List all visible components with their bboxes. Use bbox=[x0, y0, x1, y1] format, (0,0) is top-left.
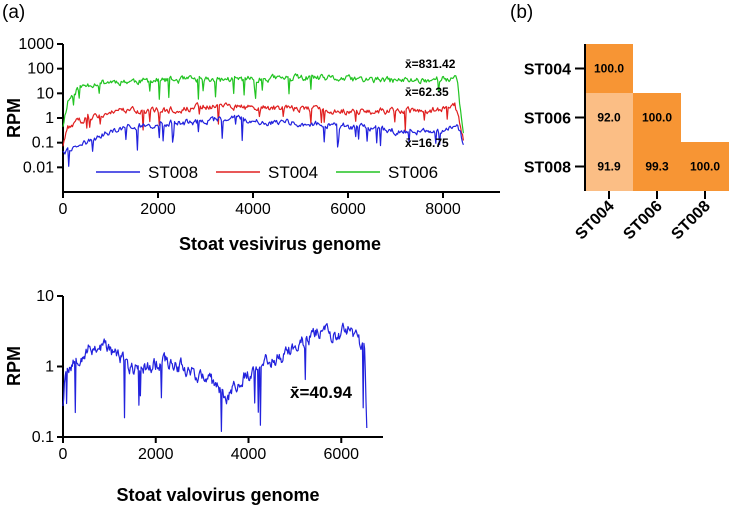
y-tick-label: 10 bbox=[36, 288, 54, 305]
y-tick-label: 100 bbox=[27, 61, 54, 78]
legend-label-st004: ST004 bbox=[268, 163, 318, 182]
x-tick-label: 0 bbox=[59, 446, 68, 463]
heatmap-row-label: ST006 bbox=[524, 111, 571, 128]
heatmap-cell bbox=[633, 93, 681, 142]
heatmap-cell-value: 100.0 bbox=[642, 111, 672, 125]
heatmap-col-label: ST006 bbox=[620, 198, 665, 243]
heatmap-cell-value: 100.0 bbox=[594, 62, 624, 76]
heatmap-cell bbox=[681, 142, 729, 191]
heatmap-cell bbox=[585, 93, 633, 142]
y-tick-label: 1000 bbox=[18, 36, 54, 53]
vesivirus-legend: ST008 ST004 ST006 bbox=[96, 163, 438, 182]
heatmap-col-label: ST004 bbox=[572, 198, 617, 243]
y-tick-label: 0.1 bbox=[32, 135, 54, 152]
vesivirus-x-axis-title: Stoat vesivirus genome bbox=[179, 234, 381, 254]
vesivirus-y-axis-title: RPM bbox=[4, 98, 24, 138]
vesivirus-ticks: 1000 100 10 1 0.1 0.01 0 2000 4000 6000 8000 bbox=[18, 36, 460, 218]
x-tick-label: 0 bbox=[59, 201, 68, 218]
y-tick-label: 0.1 bbox=[32, 429, 54, 446]
series-line-st008 bbox=[62, 114, 464, 167]
legend-label-st006: ST006 bbox=[388, 163, 438, 182]
x-tick-label: 6000 bbox=[330, 201, 366, 218]
heatmap-cell bbox=[585, 142, 633, 191]
heatmap-col-label: ST008 bbox=[668, 198, 713, 243]
y-tick-label: 10 bbox=[36, 85, 54, 102]
heatmap-cell-value: 99.3 bbox=[645, 160, 669, 174]
heatmap-row-label: ST004 bbox=[524, 62, 571, 79]
x-tick-label: 6000 bbox=[323, 446, 359, 463]
legend-label-st008: ST008 bbox=[148, 163, 198, 182]
y-tick-label: 1 bbox=[45, 110, 54, 127]
y-tick-label: 0.01 bbox=[23, 159, 54, 176]
annotation-mean-st008: x̄=16.75 bbox=[405, 136, 449, 150]
y-tick-label: 1 bbox=[45, 359, 54, 376]
heatmap-cell-value: 92.0 bbox=[597, 111, 621, 125]
heatmap-cell bbox=[633, 142, 681, 191]
panel-label-a: (a) bbox=[2, 2, 25, 23]
identity-heatmap: ST004 100.0 ST006 92.0 100.0 ST008 91.9 99.3 100… bbox=[524, 44, 729, 243]
x-tick-label: 8000 bbox=[425, 201, 461, 218]
heatmap-row-label: ST008 bbox=[524, 160, 571, 177]
valovirus-series bbox=[62, 322, 368, 432]
valovirus-y-axis-title: RPM bbox=[4, 346, 24, 386]
heatmap-cell-value: 91.9 bbox=[597, 160, 621, 174]
annotation-mean-st004: x̄=62.35 bbox=[405, 85, 449, 99]
valovirus-axes bbox=[62, 296, 383, 438]
x-tick-label: 2000 bbox=[138, 446, 174, 463]
x-tick-label: 4000 bbox=[231, 446, 267, 463]
x-tick-label: 2000 bbox=[140, 201, 176, 218]
valovirus-ticks: 10 1 0.1 0 2000 4000 6000 bbox=[32, 288, 359, 463]
vesivirus-coverage-chart: 1000 100 10 1 0.1 0.01 0 2000 4000 6000 8000 ST008… bbox=[4, 36, 500, 254]
panel-label-b: (b) bbox=[510, 2, 533, 23]
series-line-st008 bbox=[62, 322, 368, 432]
vesivirus-series bbox=[62, 73, 464, 167]
x-tick-label: 4000 bbox=[235, 201, 271, 218]
heatmap-cell-value: 100.0 bbox=[690, 160, 720, 174]
valovirus-coverage-chart: 10 1 0.1 0 2000 4000 6000 x̄=40.94 Stoat valov… bbox=[4, 288, 383, 505]
annotation-mean-valovirus: x̄=40.94 bbox=[290, 383, 352, 402]
annotation-mean-st006: x̄=831.42 bbox=[405, 57, 456, 71]
valovirus-x-axis-title: Stoat valovirus genome bbox=[116, 485, 319, 505]
series-line-st004 bbox=[62, 102, 464, 147]
series-line-st006 bbox=[62, 73, 464, 134]
heatmap-cell bbox=[585, 44, 633, 93]
